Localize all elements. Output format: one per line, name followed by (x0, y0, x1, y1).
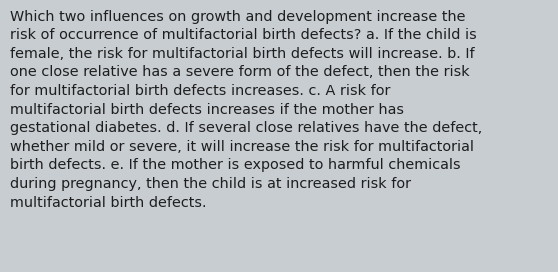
Text: Which two influences on growth and development increase the
risk of occurrence o: Which two influences on growth and devel… (10, 10, 482, 210)
